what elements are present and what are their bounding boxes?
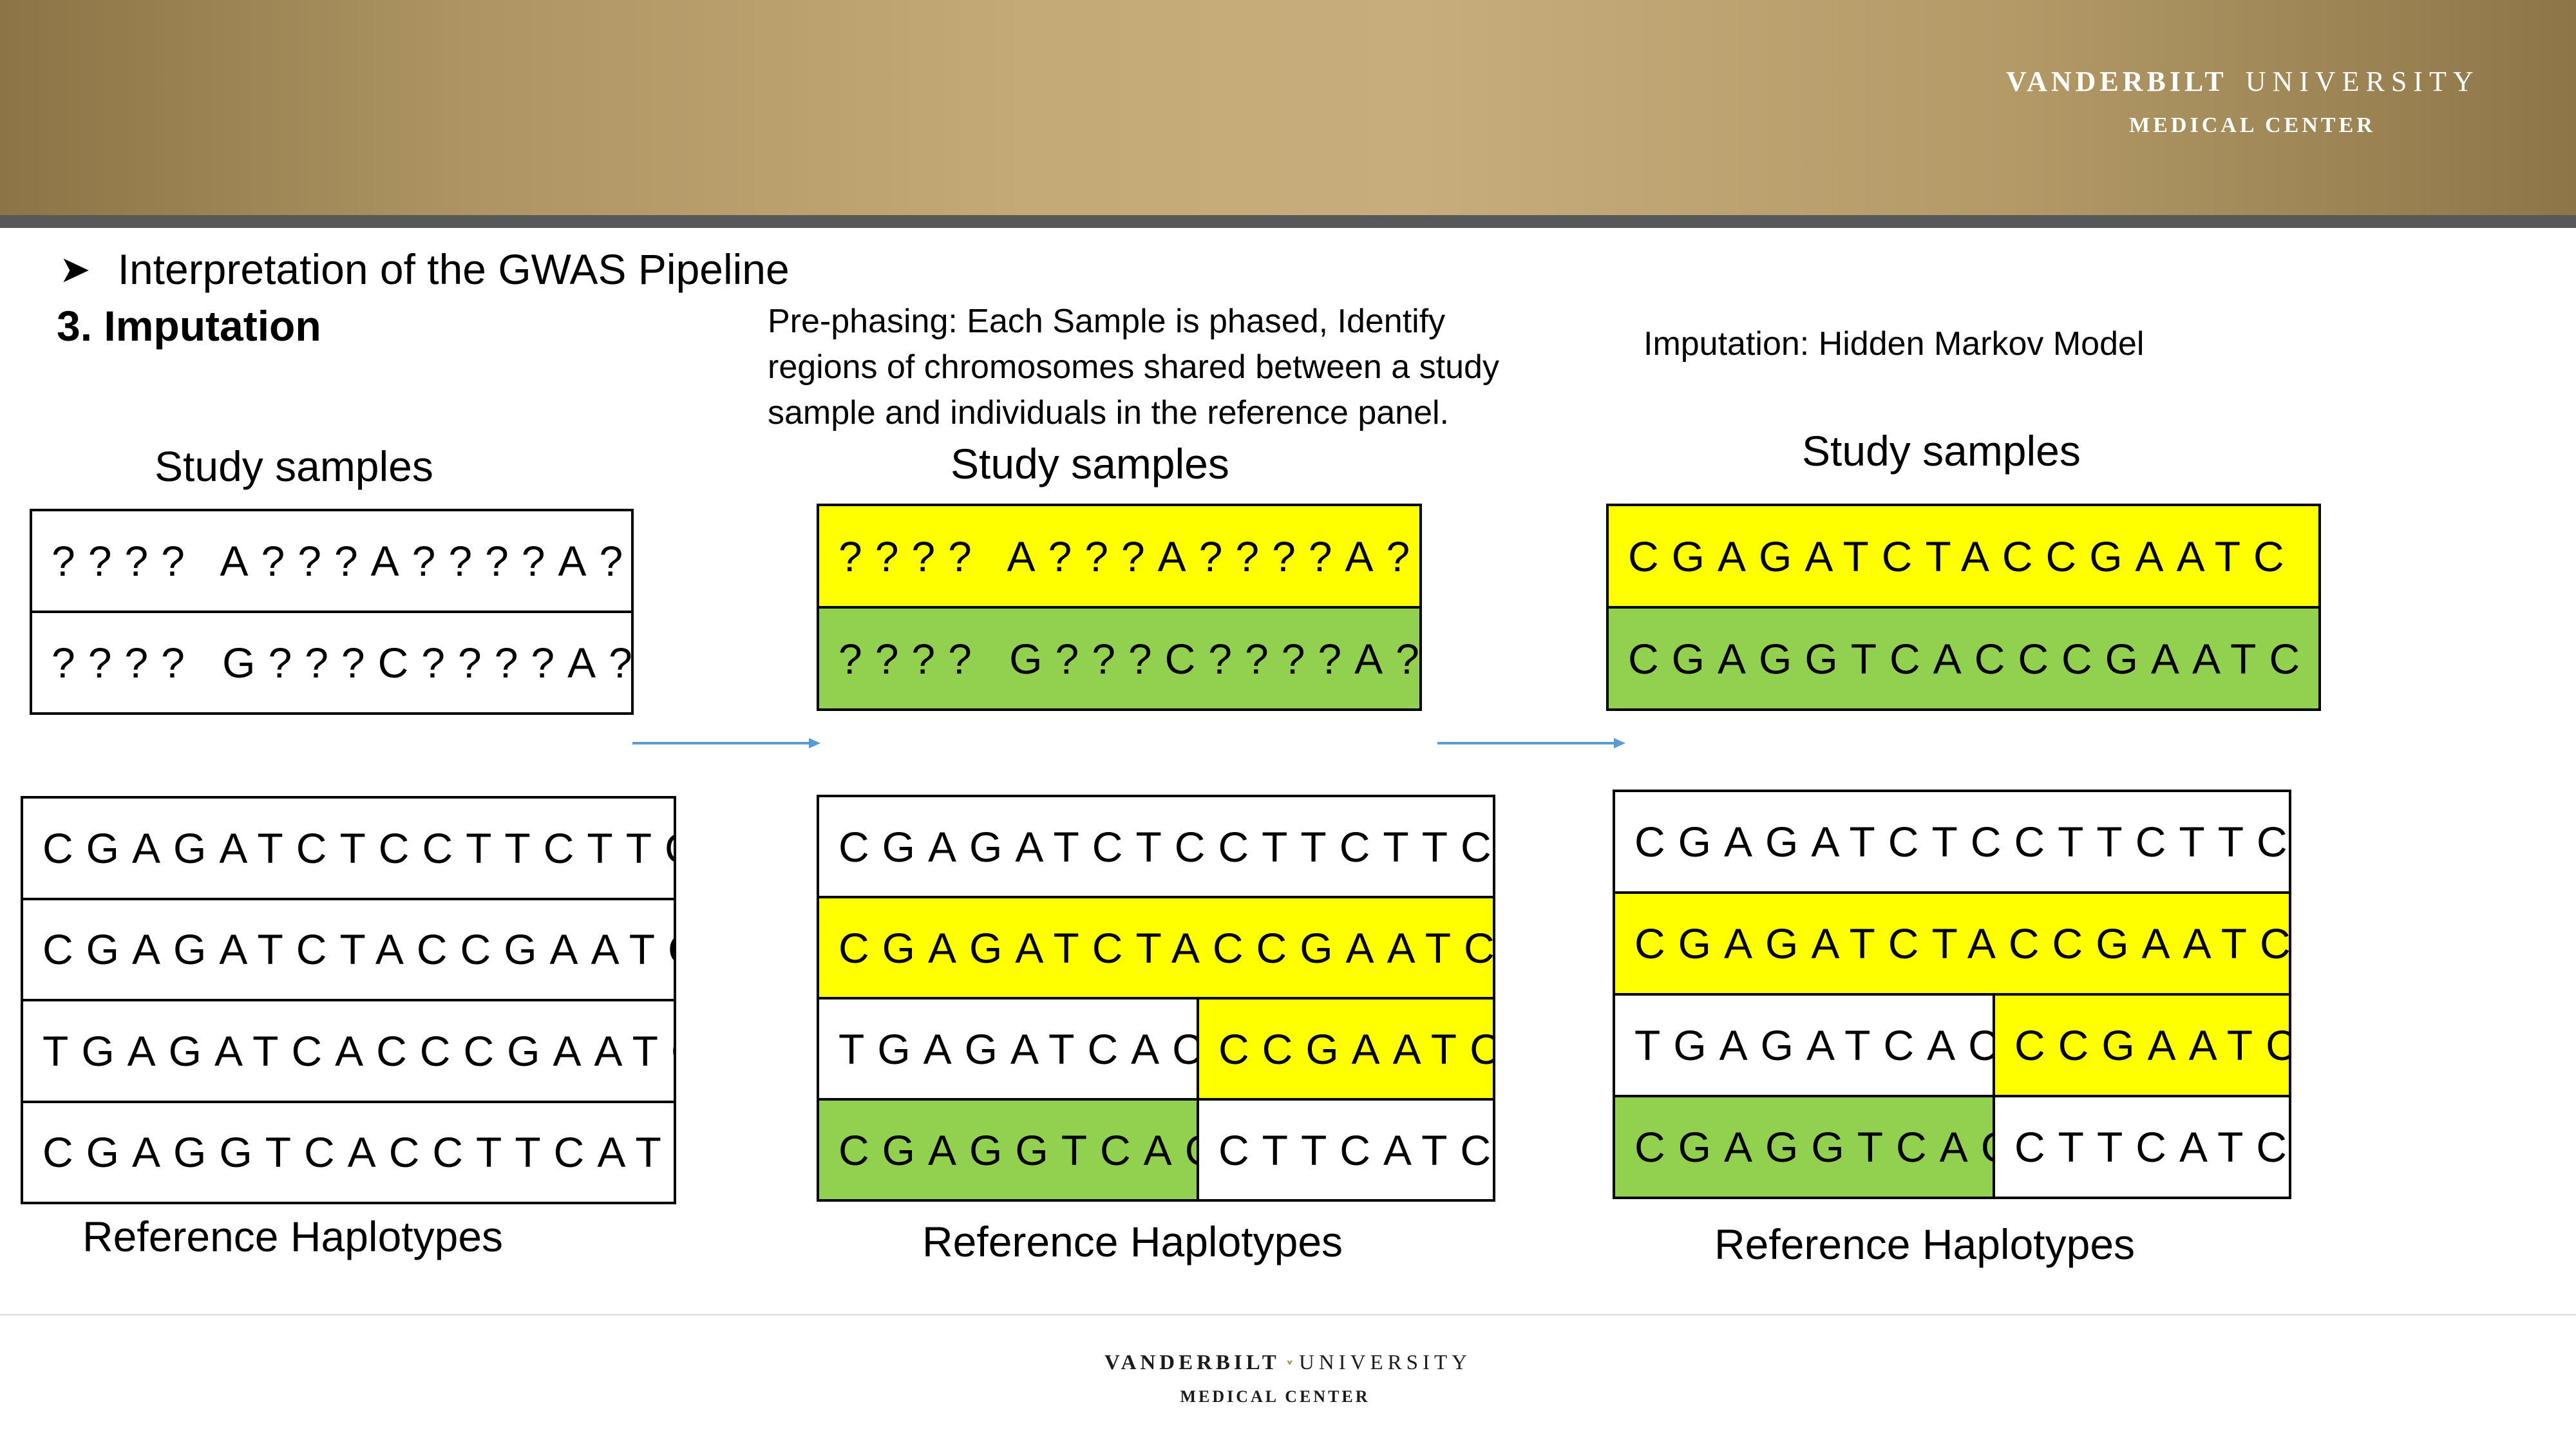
reference-haplotype-row: TGAGATCACCCGAATC (23, 999, 674, 1101)
footer-divider (0, 1314, 2576, 1316)
panel-2-study-table: ???? A???A????A?????? G???C????A?? (817, 504, 1422, 711)
reference-haplotype-row: CGAGATCTCCTTCTTC (1615, 792, 2289, 891)
logo-word-vanderbilt: VANDERBILT (2006, 65, 2228, 97)
sequence-segment: CGAGATCTACCGAATC (1609, 506, 2318, 606)
sequence-segment: CCGAATC (1199, 999, 1493, 1098)
panel-2-study-label: Study samples (951, 440, 1229, 488)
sequence-segment: CGAGATCTCCTTCTTC (1615, 792, 2289, 891)
study-haplotype-row: CGAGGTCACCCGAATC (1609, 606, 2318, 708)
bullet-heading-text: Interpretation of the GWAS Pipeline (117, 245, 790, 293)
sequence-segment: ???? A???A????A?? (32, 511, 631, 611)
reference-haplotype-row: CGAGATCTCCTTCTTC (23, 799, 674, 898)
study-haplotype-row: ???? G???C????A?? (32, 611, 631, 712)
sequence-segment: CTTCATC (1199, 1101, 1493, 1199)
sequence-segment: TGAGATCACCCGAATC (23, 1001, 674, 1101)
imputation-description: Imputation: Hidden Markov Model (1643, 325, 2145, 363)
panel-1-reference-table: CGAGATCTCCTTCTTC CGAGATCTACCGAATC TGAGATCA… (21, 796, 676, 1204)
prephasing-description: Pre-phasing: Each Sample is phased, Iden… (768, 303, 1499, 431)
section-title: 3. Imputation (57, 302, 321, 350)
university-logo-bottom: VANDERBILT UNIVERSITY MEDICAL CENTER (1104, 1347, 1472, 1406)
sequence-segment: TGAGATCAC (1615, 996, 1995, 1095)
sequence-segment: CTTCATC (1995, 1097, 2289, 1197)
panel-3-reference-label: Reference Haplotypes (1714, 1220, 2136, 1268)
sequence-segment: CGAGATCTACCGAATC (1615, 894, 2289, 993)
reference-haplotype-row: CGAGATCTACCGAATC (1615, 891, 2289, 993)
panel-1-reference-label: Reference Haplotypes (82, 1213, 504, 1260)
sequence-segment: TGAGATCAC (819, 999, 1199, 1098)
panel-2-reference-label: Reference Haplotypes (922, 1218, 1343, 1265)
study-haplotype-row: CGAGATCTACCGAATC (1609, 506, 2318, 606)
oak-leaf-v-icon (1286, 1360, 1293, 1365)
logo-word-university: UNIVERSITY (2245, 65, 2480, 97)
header-stripe (0, 215, 2576, 228)
panel-2-reference-table: CGAGATCTCCTTCTTC CGAGATCTACCGAATC TGAGATCA… (817, 795, 1495, 1202)
sequence-segment: ???? G???C????A?? (32, 613, 631, 712)
reference-haplotype-row: CGAGATCTACCGAATC (819, 896, 1493, 997)
sequence-segment: ???? A???A????A?? (819, 506, 1419, 606)
bullet-heading: ➤ Interpretation of the GWAS Pipeline (59, 245, 790, 294)
arrow-panel1-to-panel2 (632, 738, 820, 748)
sequence-segment: CCGAATC (1995, 996, 2289, 1095)
logo-medical-center: MEDICAL CENTER (1180, 1387, 1370, 1406)
logo-medical-center: MEDICAL CENTER (2129, 113, 2376, 137)
reference-haplotype-row: CGAGATCTCCTTCTTC (819, 797, 1493, 896)
bullet-arrow-icon: ➤ (59, 249, 91, 290)
study-haplotype-row: ???? A???A????A?? (32, 511, 631, 611)
study-haplotype-row: ???? G???C????A?? (819, 606, 1419, 708)
sequence-segment: CGAGATCTCCTTCTTC (23, 799, 674, 898)
study-haplotype-row: ???? A???A????A?? (819, 506, 1419, 606)
sequence-segment: CGAGGTCACCTTCATC (23, 1103, 674, 1202)
logo-word-vanderbilt: VANDERBILT (1104, 1350, 1280, 1374)
logo-word-university: UNIVERSITY (1299, 1350, 1472, 1374)
sequence-segment: CGAGGTCACCCGAATC (1609, 609, 2318, 708)
sequence-segment: ???? G???C????A?? (819, 609, 1419, 708)
panel-3-reference-table: CGAGATCTCCTTCTTC CGAGATCTACCGAATC TGAGATCA… (1613, 790, 2291, 1199)
sequence-segment: CGAGATCTCCTTCTTC (819, 797, 1493, 896)
reference-haplotype-row: CGAGGTCACCTTCATC (23, 1100, 674, 1202)
panel-1-study-table: ???? A???A????A?????? G???C????A?? (30, 509, 634, 715)
panel-3-study-table: CGAGATCTACCGAATC CGAGGTCACCCGAATC (1606, 504, 2321, 711)
sequence-segment: CGAGATCTACCGAATC (23, 900, 674, 999)
sequence-segment: CGAGATCTACCGAATC (819, 898, 1493, 997)
sequence-segment: CGAGGTCAC (819, 1101, 1199, 1199)
panel-1-study-label: Study samples (155, 442, 433, 490)
sequence-segment: CGAGGTCAC (1615, 1097, 1995, 1197)
panel-3-study-label: Study samples (1802, 427, 2081, 475)
reference-haplotype-row: CGAGATCTACCGAATC (23, 897, 674, 999)
header-banner (0, 0, 2576, 215)
university-logo-top: VANDERBILT UNIVERSITY MEDICAL CENTER (2006, 61, 2474, 138)
arrow-panel2-to-panel3 (1437, 738, 1625, 748)
